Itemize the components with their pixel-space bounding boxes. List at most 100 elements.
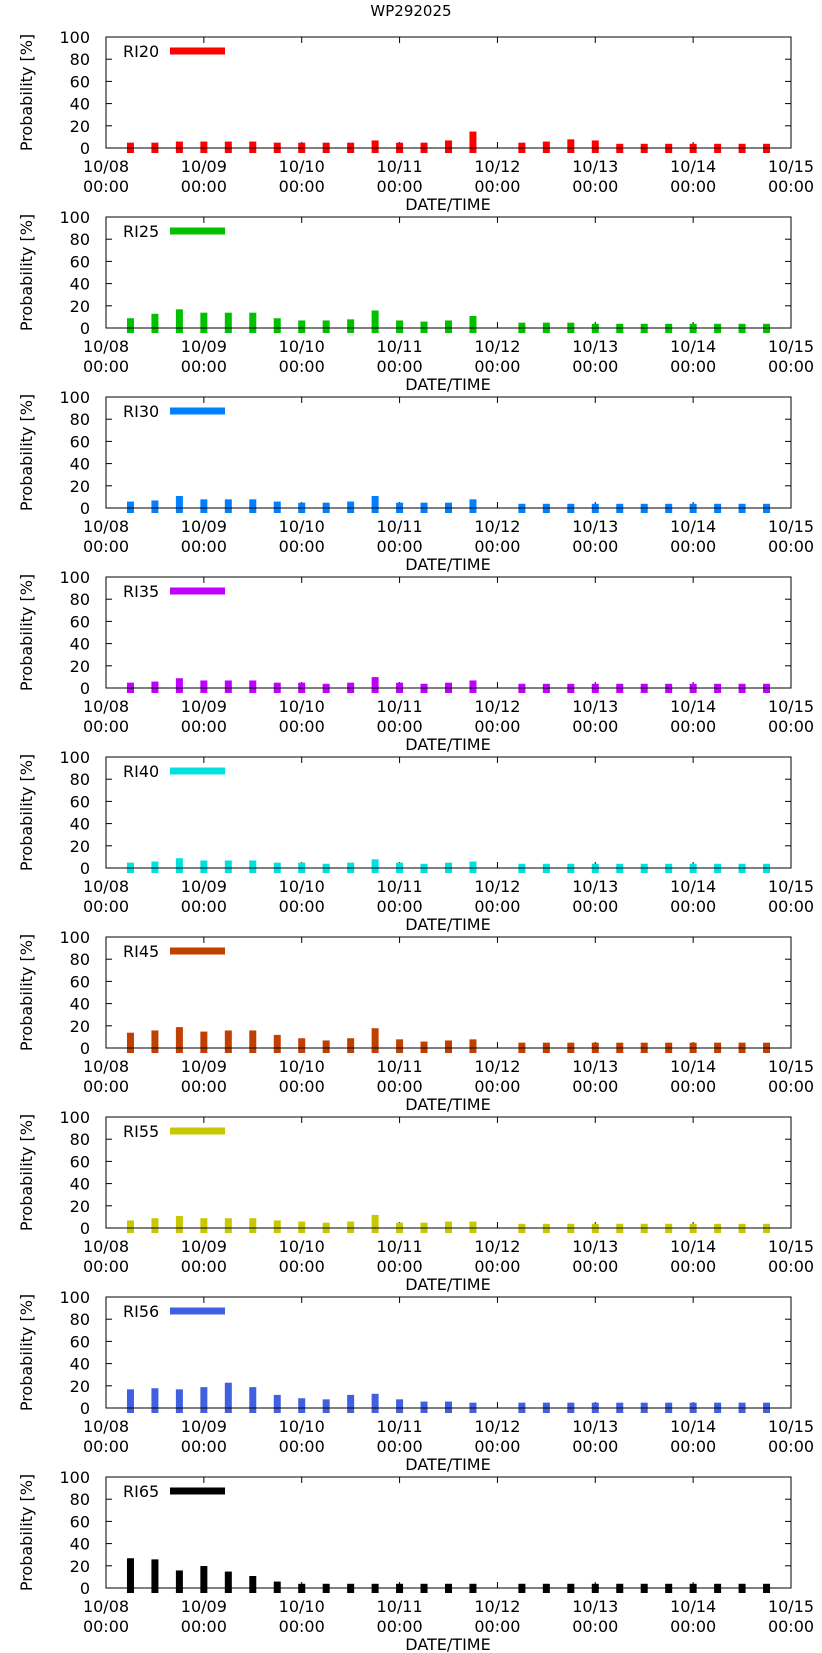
x-tick-label: 10/12 00:00 xyxy=(474,1057,520,1096)
x-tick-label: 10/08 00:00 xyxy=(83,1237,129,1276)
y-axis-label: Probability [%] xyxy=(17,1474,36,1591)
y-tick-label: 20 xyxy=(70,1557,90,1576)
y-tick-label: 40 xyxy=(70,95,90,114)
y-tick-label: 40 xyxy=(70,635,90,654)
x-tick-label: 10/14 00:00 xyxy=(670,1237,716,1276)
y-tick-label: 80 xyxy=(70,230,90,249)
bar xyxy=(224,680,232,693)
x-tick-label: 10/11 00:00 xyxy=(377,517,423,556)
x-tick-label: 10/15 00:00 xyxy=(768,877,814,916)
y-tick-label: 100 xyxy=(59,1108,90,1127)
bar xyxy=(224,1571,232,1593)
x-tick-label: 10/11 00:00 xyxy=(377,1237,423,1276)
y-tick-label: 60 xyxy=(70,1332,90,1351)
bar xyxy=(371,1393,379,1413)
bar xyxy=(371,496,379,513)
bar xyxy=(126,1558,134,1593)
bar xyxy=(224,312,232,333)
y-tick-label: 80 xyxy=(70,770,90,789)
chart-panel-ri35: 0 20 40 60 80 100 10/08 00:00 10/09 00:00 10/10 00:… xyxy=(17,568,814,754)
x-tick-label: 10/15 00:00 xyxy=(768,1417,814,1456)
chart-panel-ri45: 0 20 40 60 80 100 10/08 00:00 10/09 00:00 10/10 00:… xyxy=(17,928,814,1114)
bar xyxy=(175,1389,183,1413)
x-tick-label: 10/09 00:00 xyxy=(181,517,227,556)
bar xyxy=(200,860,208,873)
x-axis-label: DATE/TIME xyxy=(405,1455,490,1474)
x-tick-label: 10/14 00:00 xyxy=(670,697,716,736)
x-tick-label: 10/09 00:00 xyxy=(181,697,227,736)
plot-border xyxy=(105,1476,792,1589)
x-tick-label: 10/09 00:00 xyxy=(181,877,227,916)
x-tick-label: 10/10 00:00 xyxy=(279,337,325,376)
bar xyxy=(151,681,159,693)
bar xyxy=(200,1031,208,1053)
x-tick-label: 10/15 00:00 xyxy=(768,697,814,736)
bar xyxy=(273,1034,281,1053)
x-axis-label: DATE/TIME xyxy=(405,1635,490,1653)
bar xyxy=(249,1387,257,1413)
x-tick-label: 10/13 00:00 xyxy=(572,337,618,376)
bar xyxy=(200,499,208,513)
bar xyxy=(151,313,159,333)
chart-panel-ri55: 0 20 40 60 80 100 10/08 00:00 10/09 00:00 10/10 00:… xyxy=(17,1108,814,1294)
x-tick-label: 10/09 00:00 xyxy=(181,1237,227,1276)
bar xyxy=(298,1221,306,1233)
bar xyxy=(469,1039,477,1053)
plot-border xyxy=(105,936,792,1049)
y-tick-label: 0 xyxy=(80,319,90,338)
x-tick-label: 10/15 00:00 xyxy=(768,1057,814,1096)
x-tick-label: 10/13 00:00 xyxy=(572,1417,618,1456)
x-axis-label: DATE/TIME xyxy=(405,1275,490,1294)
bar xyxy=(445,320,452,333)
bar xyxy=(200,1218,208,1233)
plot-border xyxy=(105,756,792,869)
bar xyxy=(347,319,355,333)
y-tick-label: 60 xyxy=(70,1512,90,1531)
y-tick-label: 20 xyxy=(70,477,90,496)
x-tick-label: 10/08 00:00 xyxy=(83,157,129,196)
x-tick-label: 10/10 00:00 xyxy=(279,697,325,736)
x-tick-label: 10/12 00:00 xyxy=(474,337,520,376)
y-tick-label: 80 xyxy=(70,590,90,609)
bar xyxy=(273,501,281,513)
bar xyxy=(175,141,183,153)
x-tick-label: 10/10 00:00 xyxy=(279,1417,325,1456)
plot-border xyxy=(105,396,792,509)
y-tick-label: 40 xyxy=(70,275,90,294)
bar xyxy=(445,1401,452,1413)
y-tick-label: 0 xyxy=(80,139,90,158)
x-tick-label: 10/10 00:00 xyxy=(279,1057,325,1096)
x-tick-label: 10/09 00:00 xyxy=(181,1417,227,1456)
y-tick-label: 0 xyxy=(80,1579,90,1598)
y-tick-label: 60 xyxy=(70,972,90,991)
legend-label: RI25 xyxy=(123,222,159,241)
y-tick-label: 20 xyxy=(70,1377,90,1396)
x-axis-label: DATE/TIME xyxy=(405,915,490,934)
chart-panel-ri25: 0 20 40 60 80 100 10/08 00:00 10/09 00:00 10/10 00:… xyxy=(17,208,814,394)
y-axis-label: Probability [%] xyxy=(17,214,36,331)
y-tick-label: 100 xyxy=(59,568,90,587)
x-tick-label: 10/12 00:00 xyxy=(474,697,520,736)
x-tick-label: 10/08 00:00 xyxy=(83,1057,129,1096)
bar xyxy=(567,139,575,153)
x-tick-label: 10/14 00:00 xyxy=(670,1057,716,1096)
x-tick-label: 10/11 00:00 xyxy=(377,1057,423,1096)
chart-panel-ri65: 0 20 40 60 80 100 10/08 00:00 10/09 00:00 10/10 00:… xyxy=(17,1468,814,1653)
page-title: WP292025 xyxy=(370,2,452,20)
bar xyxy=(273,1394,281,1413)
y-tick-label: 100 xyxy=(59,1468,90,1487)
bar xyxy=(200,680,208,693)
y-tick-label: 80 xyxy=(70,1130,90,1149)
bar xyxy=(273,318,281,333)
bar xyxy=(175,1570,183,1593)
y-tick-label: 40 xyxy=(70,815,90,834)
x-tick-label: 10/10 00:00 xyxy=(279,1237,325,1276)
x-tick-label: 10/13 00:00 xyxy=(572,517,618,556)
y-axis-label: Probability [%] xyxy=(17,934,36,1051)
y-tick-label: 0 xyxy=(80,859,90,878)
x-axis-label: DATE/TIME xyxy=(405,195,490,214)
x-tick-label: 10/13 00:00 xyxy=(572,697,618,736)
y-tick-label: 20 xyxy=(70,117,90,136)
bar xyxy=(371,859,379,873)
y-axis-label: Probability [%] xyxy=(17,754,36,871)
